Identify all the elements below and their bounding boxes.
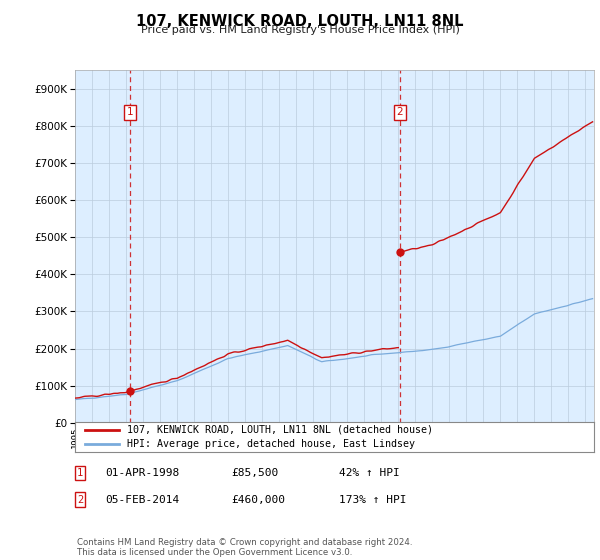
Text: 05-FEB-2014: 05-FEB-2014: [105, 494, 179, 505]
Text: 2: 2: [77, 494, 83, 505]
Text: 1: 1: [127, 108, 134, 118]
Text: 42% ↑ HPI: 42% ↑ HPI: [339, 468, 400, 478]
Text: £460,000: £460,000: [231, 494, 285, 505]
Text: HPI: Average price, detached house, East Lindsey: HPI: Average price, detached house, East…: [127, 439, 415, 449]
Text: Contains HM Land Registry data © Crown copyright and database right 2024.
This d: Contains HM Land Registry data © Crown c…: [77, 538, 412, 557]
Text: 01-APR-1998: 01-APR-1998: [105, 468, 179, 478]
Text: £85,500: £85,500: [231, 468, 278, 478]
Text: 2: 2: [397, 108, 403, 118]
Text: 173% ↑ HPI: 173% ↑ HPI: [339, 494, 407, 505]
Text: 107, KENWICK ROAD, LOUTH, LN11 8NL (detached house): 107, KENWICK ROAD, LOUTH, LN11 8NL (deta…: [127, 425, 433, 435]
Text: Price paid vs. HM Land Registry's House Price Index (HPI): Price paid vs. HM Land Registry's House …: [140, 25, 460, 35]
Text: 107, KENWICK ROAD, LOUTH, LN11 8NL: 107, KENWICK ROAD, LOUTH, LN11 8NL: [136, 14, 464, 29]
Text: 1: 1: [77, 468, 83, 478]
